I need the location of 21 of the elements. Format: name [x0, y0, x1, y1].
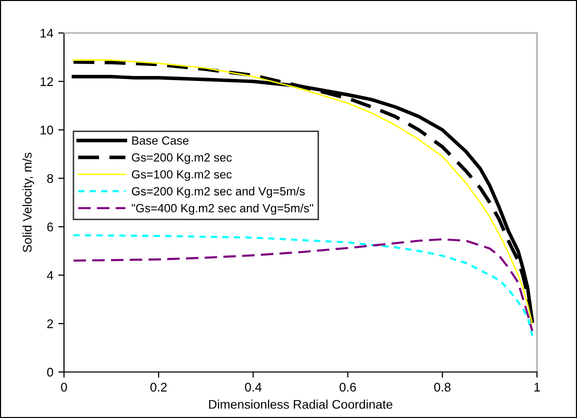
y-tick-label: 0: [47, 368, 54, 377]
x-tick-label: 1: [534, 382, 540, 392]
legend-label: Gs=200 Kg.m2 sec: [132, 153, 232, 164]
y-tick-label: 2: [47, 319, 53, 328]
x-tick-label: 0.8: [434, 382, 451, 392]
legend-label: Gs=100 Kg.m2 sec: [132, 170, 232, 181]
y-tick-label: 10: [40, 126, 54, 135]
y-tick-label: 4: [46, 271, 54, 280]
x-axis-title: Dimensionless Radial Coordinate: [209, 400, 392, 409]
y-tick-label: 6: [47, 222, 54, 232]
x-tick-label: 0.6: [340, 382, 356, 392]
y-tick-label: 14: [40, 28, 54, 38]
x-tick-label: 0.2: [150, 382, 167, 392]
x-tick-label: 0.4: [245, 382, 262, 392]
legend-label: "Gs=400 Kg.m2 sec and Vg=5m/s": [132, 204, 314, 215]
x-tick-label: 0: [61, 382, 67, 392]
legend-label: Gs=200 Kg.m2 sec and Vg=5m/s: [132, 186, 305, 198]
y-tick-label: 8: [47, 174, 54, 183]
y-axis-title: Solid Velocity, m/s: [22, 152, 34, 252]
y-tick-label: 12: [40, 77, 53, 86]
legend-label: Base Case: [132, 136, 189, 145]
